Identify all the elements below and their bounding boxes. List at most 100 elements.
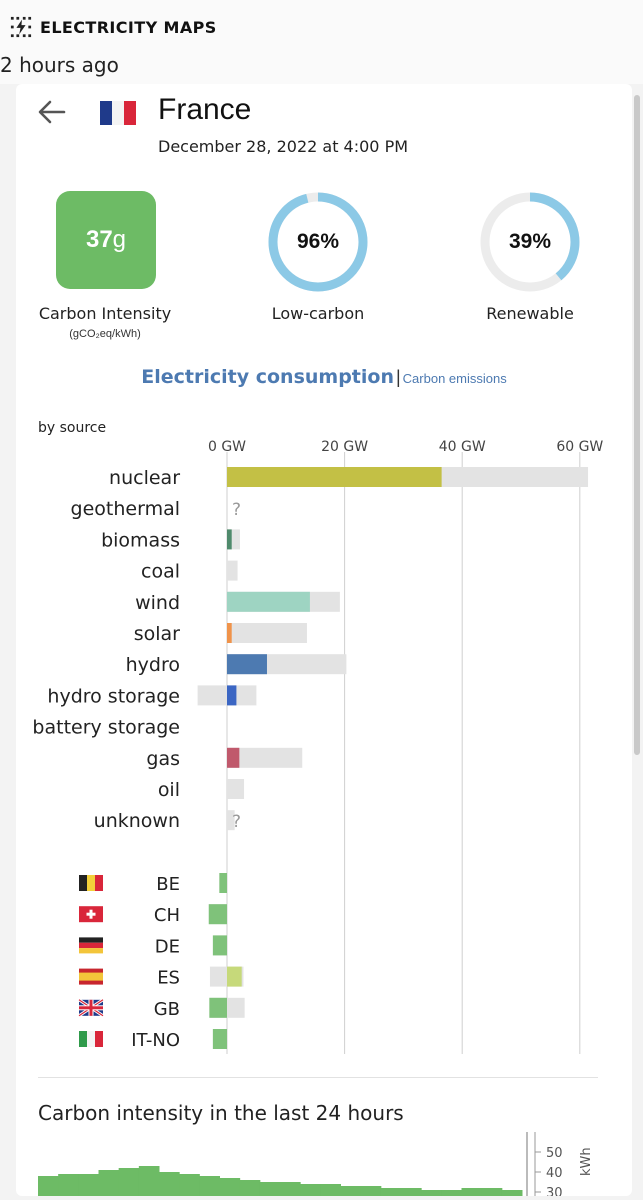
belgium-flag-icon	[79, 875, 103, 891]
source-label: biomass	[101, 529, 180, 551]
electricity-mix-chart: 0 GW 20 GW 40 GW 60 GW nuclear geothermal ? bio…	[32, 439, 603, 1054]
production-bar[interactable]	[227, 623, 232, 643]
exchange-label: IT-NO	[131, 1030, 180, 1051]
production-bar[interactable]	[227, 591, 310, 612]
ci24-bar[interactable]	[199, 1176, 220, 1196]
exchange-bar[interactable]	[209, 997, 227, 1018]
scrollbar[interactable]	[634, 95, 640, 755]
ci24-bar[interactable]	[360, 1186, 382, 1196]
ci24-bar[interactable]	[138, 1166, 160, 1196]
mode-tabs: Electricity consumption | Carbon emissions	[16, 366, 632, 388]
exchange-label: BE	[156, 874, 180, 895]
uk-flag-icon	[78, 998, 104, 1018]
source-label: geothermal	[71, 498, 180, 520]
capacity-bar[interactable]	[227, 810, 235, 831]
switzerland-flag-icon	[79, 906, 103, 923]
ci24-bar[interactable]	[280, 1182, 301, 1196]
source-label: battery storage	[32, 717, 180, 739]
zone-title: France	[158, 93, 252, 126]
production-bar[interactable]	[227, 654, 267, 675]
source-label: hydro storage	[47, 685, 180, 707]
ci24-bar[interactable]	[481, 1188, 503, 1196]
production-bar[interactable]	[227, 529, 232, 550]
ci24-bar[interactable]	[340, 1186, 362, 1196]
by-source-label: by source	[38, 420, 107, 436]
tab-electricity-consumption[interactable]: Electricity consumption	[141, 366, 394, 388]
capacity-bar[interactable]	[227, 747, 303, 768]
carbon-intensity-suffix: g	[112, 226, 127, 253]
ci24-bar[interactable]	[259, 1182, 281, 1196]
ci24-unit-label: kWh	[579, 1147, 594, 1176]
capacity-bar[interactable]	[227, 779, 245, 799]
exchange-label: GB	[154, 999, 180, 1020]
exchange-label: ES	[157, 968, 180, 989]
tab-carbon-emissions[interactable]: Carbon emissions	[402, 371, 507, 386]
zone-details-panel: France December 28, 2022 at 4:00 PM 37 g …	[16, 84, 632, 1196]
ci24-title: Carbon intensity in the last 24 hours	[38, 1101, 404, 1125]
ci24-bar[interactable]	[239, 1180, 261, 1196]
updated-time: 2 hours ago	[0, 53, 119, 77]
ci24-bar[interactable]	[300, 1184, 321, 1196]
ci24-bar[interactable]	[461, 1188, 483, 1196]
carbon-intensity-value: 37	[85, 226, 113, 253]
spain-flag-icon	[79, 968, 103, 985]
ci24-bar[interactable]	[38, 1176, 59, 1196]
tab-separator: |	[395, 367, 401, 387]
ci24-bar[interactable]	[320, 1184, 341, 1196]
ci24-bar[interactable]	[501, 1190, 523, 1196]
renewable-value: 39%	[508, 230, 552, 253]
unknown-marker: ?	[232, 500, 241, 520]
ci24-bar[interactable]	[421, 1190, 442, 1196]
ci24-bar[interactable]	[159, 1172, 180, 1196]
carbon-intensity-24h-chart: 50 40 30 kWh	[38, 1132, 594, 1196]
renewable-ring	[480, 192, 580, 292]
ci24-bar[interactable]	[401, 1188, 422, 1196]
renewable-label: Renewable	[486, 304, 574, 323]
ci24-tick-label: 30	[546, 1186, 563, 1196]
ci24-tick-label: 40	[546, 1166, 563, 1181]
tick-label: 40 GW	[439, 439, 486, 455]
ci24-bar[interactable]	[219, 1178, 241, 1196]
capacity-bar[interactable]	[227, 623, 307, 643]
carbon-intensity-box: 37 g	[56, 191, 156, 289]
production-bar[interactable]	[227, 685, 237, 706]
exchange-label: DE	[155, 936, 180, 957]
renewable-donut: 39%	[478, 190, 582, 294]
brand[interactable]: ELECTRICITY MAPS	[10, 16, 217, 38]
section-divider	[38, 1077, 598, 1078]
exchange-bar[interactable]	[212, 935, 227, 956]
app-name: ELECTRICITY MAPS	[40, 17, 217, 37]
ci24-bar[interactable]	[179, 1174, 200, 1196]
production-bar[interactable]	[227, 747, 240, 768]
exchange-bar[interactable]	[227, 966, 242, 987]
capacity-bar[interactable]	[227, 560, 238, 581]
ci24-bar[interactable]	[58, 1174, 79, 1196]
exchange-label: CH	[154, 905, 180, 926]
source-label: nuclear	[109, 467, 180, 489]
ci24-bar[interactable]	[98, 1170, 120, 1196]
back-arrow-icon[interactable]	[36, 97, 68, 127]
source-label: solar	[134, 623, 180, 645]
ci24-bar[interactable]	[78, 1174, 99, 1196]
ci24-bar[interactable]	[118, 1168, 140, 1196]
exchange-bar[interactable]	[212, 1029, 227, 1049]
low-carbon-label: Low-carbon	[271, 304, 365, 323]
source-label: unknown	[94, 810, 180, 832]
ci24-tick-label: 50	[546, 1146, 563, 1161]
source-label: hydro	[126, 654, 180, 676]
ci24-bar[interactable]	[441, 1190, 462, 1196]
exchange-bar[interactable]	[208, 904, 227, 925]
exchange-bar[interactable]	[219, 873, 227, 893]
source-label: gas	[146, 748, 180, 770]
unknown-marker: ?	[232, 812, 241, 832]
low-carbon-ring	[268, 192, 368, 292]
source-label: oil	[158, 779, 180, 801]
production-bar[interactable]	[227, 467, 442, 487]
tick-label: 0 GW	[208, 439, 246, 455]
app-header: ELECTRICITY MAPS 2 hours ago	[0, 0, 643, 84]
ci24-bar[interactable]	[380, 1188, 402, 1196]
france-flag-icon	[100, 101, 136, 125]
zone-datetime: December 28, 2022 at 4:00 PM	[158, 137, 409, 156]
source-label: wind	[135, 592, 180, 614]
tick-label: 60 GW	[556, 439, 603, 455]
